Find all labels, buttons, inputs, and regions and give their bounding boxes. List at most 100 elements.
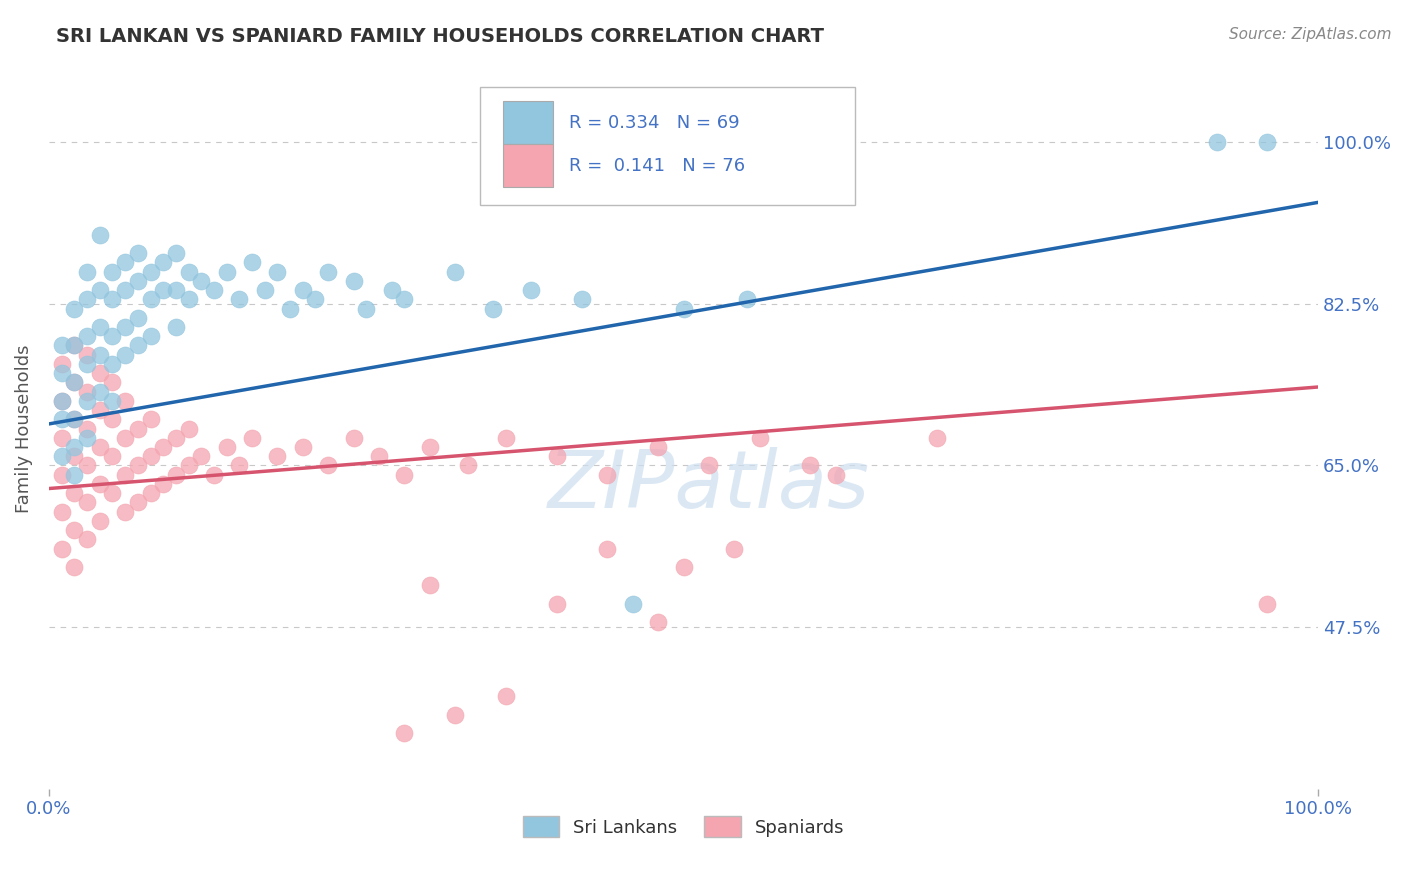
Point [51, 467, 73, 482]
Point [266, 449, 288, 463]
Point [101, 293, 124, 307]
Point [495, 431, 517, 445]
Point [291, 440, 314, 454]
Point [240, 431, 263, 445]
Point [457, 458, 479, 473]
Point [165, 431, 187, 445]
Point [291, 283, 314, 297]
Point [571, 293, 593, 307]
Point [101, 376, 124, 390]
Point [76, 348, 98, 362]
Point [342, 431, 364, 445]
Point [127, 310, 149, 325]
Text: R =  0.141   N = 76: R = 0.141 N = 76 [569, 157, 745, 175]
Point [394, 467, 416, 482]
Point [127, 246, 149, 260]
Point [89, 384, 111, 399]
Point [672, 301, 695, 316]
Point [165, 467, 187, 482]
Point [101, 357, 124, 371]
Point [139, 264, 162, 278]
Point [735, 293, 758, 307]
Point [482, 301, 505, 316]
Point [621, 597, 644, 611]
Point [139, 486, 162, 500]
Point [546, 597, 568, 611]
Point [76, 293, 98, 307]
Point [127, 338, 149, 352]
Point [419, 578, 441, 592]
Y-axis label: Family Households: Family Households [15, 344, 32, 513]
Point [190, 449, 212, 463]
Point [114, 255, 136, 269]
Point [546, 449, 568, 463]
Point [394, 726, 416, 740]
Point [89, 227, 111, 242]
Point [278, 301, 301, 316]
Point [266, 264, 288, 278]
Point [799, 458, 821, 473]
Point [89, 440, 111, 454]
Point [215, 264, 238, 278]
Text: Source: ZipAtlas.com: Source: ZipAtlas.com [1229, 27, 1392, 42]
Point [152, 283, 174, 297]
Point [51, 366, 73, 380]
Point [101, 449, 124, 463]
FancyBboxPatch shape [503, 102, 553, 144]
Point [127, 458, 149, 473]
Point [152, 255, 174, 269]
Point [63, 486, 86, 500]
Point [76, 495, 98, 509]
Point [51, 357, 73, 371]
FancyBboxPatch shape [481, 87, 855, 205]
Point [177, 293, 200, 307]
Point [101, 329, 124, 343]
Point [1205, 136, 1227, 150]
Point [824, 467, 846, 482]
Point [596, 541, 619, 556]
Point [101, 393, 124, 408]
Point [139, 449, 162, 463]
Point [381, 283, 404, 297]
Point [177, 458, 200, 473]
Point [748, 431, 770, 445]
Point [114, 393, 136, 408]
Point [697, 458, 720, 473]
Point [127, 421, 149, 435]
Point [240, 255, 263, 269]
Point [51, 412, 73, 426]
Point [101, 486, 124, 500]
Point [152, 477, 174, 491]
Point [596, 467, 619, 482]
Point [114, 505, 136, 519]
Point [368, 449, 391, 463]
Point [63, 449, 86, 463]
Point [114, 467, 136, 482]
Point [927, 431, 949, 445]
Point [76, 431, 98, 445]
Point [520, 283, 543, 297]
Point [394, 293, 416, 307]
Text: ZIP​atlas: ZIP​atlas [548, 447, 870, 525]
Point [228, 458, 250, 473]
Point [139, 412, 162, 426]
Point [51, 338, 73, 352]
Point [101, 264, 124, 278]
Point [495, 690, 517, 704]
Point [63, 412, 86, 426]
Point [356, 301, 378, 316]
Point [89, 320, 111, 334]
Point [177, 421, 200, 435]
Point [63, 376, 86, 390]
Point [723, 541, 745, 556]
Point [177, 264, 200, 278]
Point [444, 264, 467, 278]
Point [89, 477, 111, 491]
Point [76, 357, 98, 371]
Point [114, 431, 136, 445]
Point [647, 615, 669, 630]
Point [127, 274, 149, 288]
Point [89, 514, 111, 528]
Point [139, 329, 162, 343]
Point [139, 293, 162, 307]
